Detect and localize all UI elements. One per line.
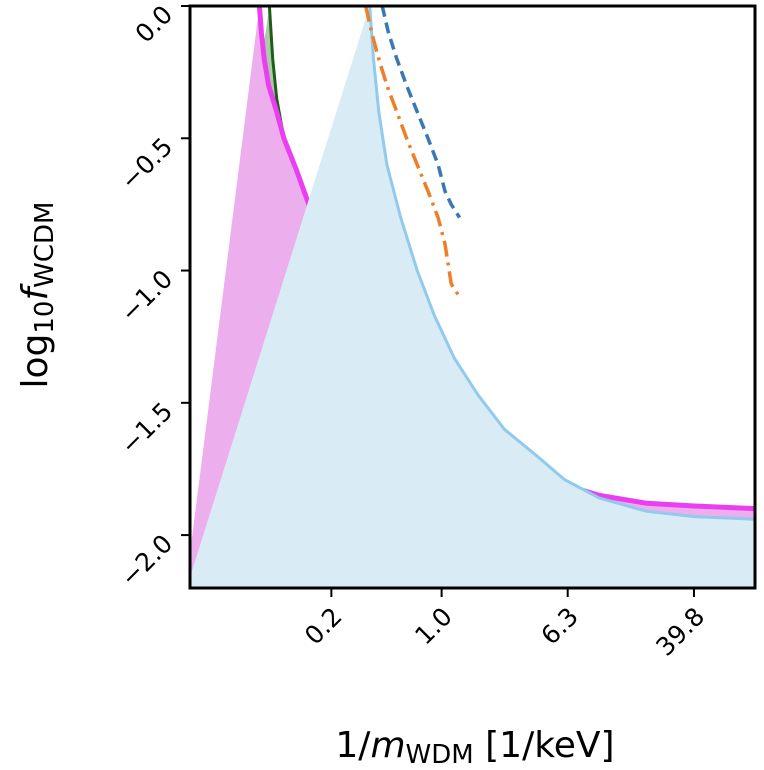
y-tick-label: −2.0 xyxy=(115,529,178,592)
plot-frame xyxy=(188,4,757,590)
lightblue-band xyxy=(190,6,755,588)
orange-dashdot-line-stroke xyxy=(363,6,462,298)
x-axis-label: 1/mWDM [1/keV] xyxy=(335,725,614,770)
y-tick-label: −0.5 xyxy=(115,132,178,195)
x-tick-label: 0.2 xyxy=(299,602,348,651)
y-tick-label: 0.0 xyxy=(130,0,179,48)
lightblue-band-fill xyxy=(190,6,755,588)
x-tick-label: 39.8 xyxy=(650,602,710,662)
y-tick-label: −1.5 xyxy=(115,397,178,460)
y-axis-label: log10fWCDM xyxy=(15,202,60,389)
x-tick-label: 1.0 xyxy=(409,602,458,651)
blue-dashed-line-stroke xyxy=(380,6,462,219)
series-layer xyxy=(190,6,755,588)
lightblue-band-edge xyxy=(368,6,755,521)
blue-dashed-line xyxy=(380,6,462,219)
y-tick-label: −1.0 xyxy=(115,264,178,327)
x-tick-label: 6.3 xyxy=(535,602,584,651)
orange-dashdot-line xyxy=(363,6,462,298)
x-axis: 0.2 1.0 6.3 39.8 xyxy=(299,588,710,662)
y-axis: 0.0 −0.5 −1.0 −1.5 −2.0 xyxy=(115,0,190,592)
